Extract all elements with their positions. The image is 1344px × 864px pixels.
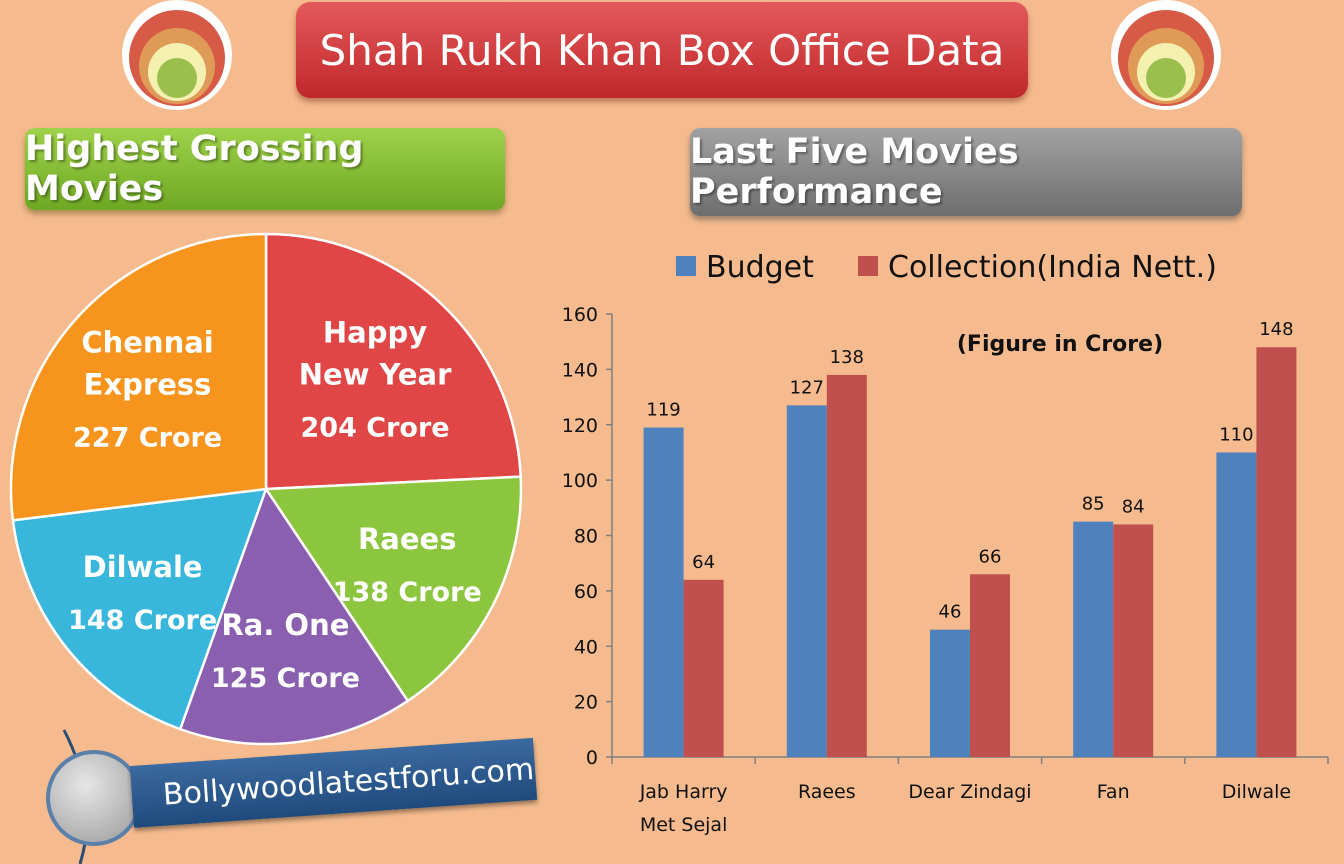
- bar-data-label: 110: [1219, 424, 1253, 445]
- pie-name-label: Express: [84, 367, 212, 401]
- highest-grossing-heading: Highest Grossing Movies: [25, 128, 505, 210]
- bar-data-label: 85: [1082, 494, 1105, 515]
- bar-data-label: 119: [646, 400, 680, 421]
- concentric-logo-left: [122, 0, 232, 110]
- pie-name-label: Dilwale: [83, 550, 203, 584]
- pie-slice: [178, 486, 410, 746]
- chart-annotation: (Figure in Crore): [957, 332, 1163, 357]
- budget-bar: [643, 427, 684, 757]
- collection-bar: [826, 374, 867, 757]
- y-tick-label: 0: [586, 747, 598, 769]
- bar-data-label: 64: [692, 552, 715, 573]
- budget-bar: [1073, 521, 1114, 757]
- y-tick-label: 140: [562, 359, 598, 381]
- last-five-heading: Last Five Movies Performance: [690, 128, 1242, 216]
- y-tick-label: 100: [562, 470, 598, 492]
- pie-value-label: 204 Crore: [301, 413, 450, 444]
- x-category-label: Dear Zindagi: [908, 781, 1031, 803]
- budget-bar: [930, 629, 970, 757]
- budget-bar: [786, 405, 827, 757]
- bar-data-label: 46: [939, 602, 962, 623]
- pie-value-label: 227 Crore: [73, 422, 222, 453]
- pie-value-label: 148 Crore: [68, 605, 217, 636]
- collection-bar: [683, 579, 724, 757]
- page-title: Shah Rukh Khan Box Office Data: [296, 2, 1028, 98]
- y-tick-label: 80: [574, 526, 598, 548]
- bar-data-label: 127: [790, 377, 824, 398]
- site-globe-icon: [46, 750, 142, 846]
- pie-name-label: Happy: [323, 316, 427, 350]
- collection-bar: [1256, 347, 1297, 757]
- pie-value-label: 138 Crore: [333, 577, 482, 608]
- pie-name-label: Chennai: [81, 325, 213, 359]
- pie-slice: [264, 232, 523, 491]
- x-category-label: Fan: [1097, 781, 1130, 803]
- collection-bar: [970, 574, 1010, 757]
- pie-slice: [263, 475, 523, 703]
- legend-swatch: [676, 256, 696, 276]
- pie-name-label: Ra. One: [221, 608, 349, 642]
- budget-bar: [1216, 452, 1257, 757]
- pie-value-label: 125 Crore: [211, 663, 360, 694]
- legend-swatch: [858, 256, 878, 276]
- collection-bar: [1113, 524, 1154, 757]
- pie-name-label: Raees: [358, 522, 457, 556]
- pie-slice: [11, 487, 268, 731]
- bar-data-label: 66: [979, 546, 1002, 567]
- legend-label: Collection(India Nett.): [888, 250, 1217, 285]
- legend-label: Budget: [706, 250, 814, 285]
- pie-name-label: New Year: [299, 358, 452, 392]
- y-tick-label: 40: [574, 636, 598, 658]
- y-tick-label: 60: [574, 581, 598, 603]
- y-tick-label: 120: [562, 415, 598, 437]
- x-category-label: Raees: [798, 781, 856, 803]
- concentric-logo-right: [1111, 0, 1221, 110]
- bar-data-label: 84: [1122, 496, 1145, 517]
- x-category-label: Met Sejal: [640, 814, 728, 836]
- pie-slice: [9, 232, 268, 522]
- x-category-label: Jab Harry: [639, 781, 728, 803]
- y-tick-label: 20: [574, 692, 598, 714]
- bar-data-label: 148: [1259, 319, 1293, 340]
- y-tick-label: 160: [562, 304, 598, 326]
- bar-data-label: 138: [830, 347, 864, 368]
- x-category-label: Dilwale: [1222, 781, 1291, 803]
